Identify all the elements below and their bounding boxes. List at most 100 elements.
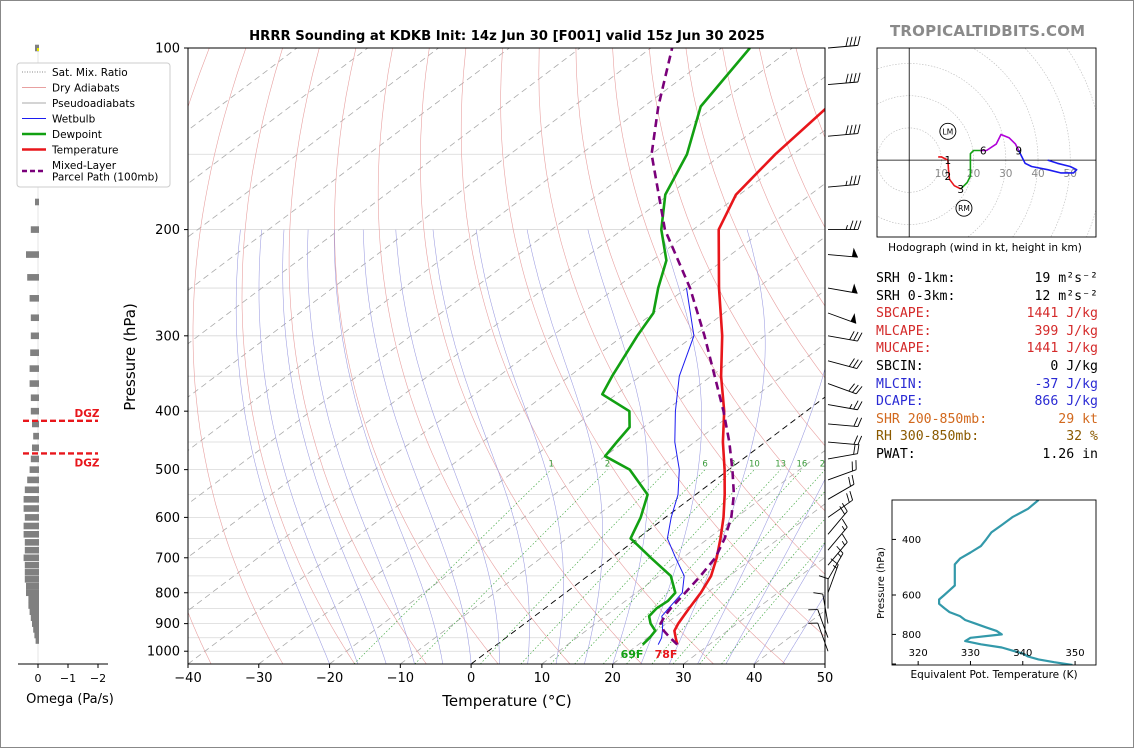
wind-barb	[827, 72, 861, 86]
omega-tick-label: −2	[90, 672, 106, 685]
hodograph-ring-label: 40	[1031, 168, 1044, 180]
barb-staff	[827, 564, 839, 593]
y-tick-label: 1000	[147, 645, 180, 660]
chart-title: HRRR Sounding at KDKB Init: 14z Jun 30 […	[249, 29, 765, 44]
pseudoadiabat	[526, 229, 603, 664]
theta-e-xlabel: Equivalent Pot. Temperature (K)	[910, 669, 1077, 681]
barb-full	[849, 331, 855, 340]
wind-barb	[827, 460, 857, 481]
dry-adiabat	[334, 48, 499, 664]
barb-staff	[822, 593, 829, 624]
wind-barb	[828, 220, 862, 231]
legend-label: Temperature	[51, 145, 119, 157]
index-value: 1441 J/kg	[1026, 306, 1098, 322]
index-label: MLCAPE:	[876, 323, 932, 339]
barb-staff	[827, 453, 858, 460]
mixing-ratio-line	[721, 541, 825, 664]
omega-tick-label: −1	[60, 672, 76, 685]
omega-bar	[29, 608, 39, 616]
index-row: DCAPE: 866 J/kg	[876, 393, 1106, 411]
mixing-ratio-label: 10	[749, 460, 760, 470]
wind-barb	[827, 490, 854, 518]
storm-motion-label: RM	[958, 204, 970, 213]
index-label: SHR 200-850mb:	[876, 411, 988, 427]
wind-barb	[827, 36, 861, 49]
barb-staff	[827, 526, 848, 551]
barb-full	[857, 332, 863, 342]
dgz-label: DGZ	[75, 408, 100, 420]
barb-staff	[827, 335, 858, 342]
mixing-ratio-line	[672, 490, 825, 664]
temperature-line	[673, 107, 825, 645]
omega-bar	[24, 561, 39, 569]
mixing-ratio-line	[414, 469, 608, 664]
wind-barb	[813, 592, 829, 624]
barb-staff	[827, 483, 855, 500]
omega-bar	[23, 496, 39, 503]
omega-panel: 0 −1 −2 DGZ DGZ	[18, 44, 108, 685]
barb-full	[830, 558, 839, 565]
hodograph-height-label: 6	[980, 146, 987, 158]
hodograph-segment	[980, 133, 1020, 152]
wind-barb	[827, 444, 860, 460]
omega-bar	[30, 332, 39, 340]
omega-bar	[24, 546, 39, 554]
omega-bar	[32, 620, 39, 627]
x-tick-label: 30	[675, 671, 692, 686]
wind-barb	[827, 518, 848, 551]
pseudoadiabat	[587, 229, 649, 664]
pseudoadiabat	[640, 229, 702, 664]
barb-full	[848, 383, 855, 392]
barb-staff	[827, 81, 858, 86]
barb-full	[839, 506, 846, 515]
omega-bar	[23, 505, 39, 512]
wind-barb	[827, 400, 863, 411]
theta-e-plot	[938, 500, 1073, 665]
index-row: MLCIN: -37 J/kg	[876, 376, 1106, 394]
theta-e-ytick-label: 400	[902, 535, 921, 546]
x-tick-label: 0	[467, 671, 475, 686]
isotherm	[188, 48, 368, 185]
x-tick-label: −10	[387, 671, 414, 686]
skewt-xlabel: Temperature (°C)	[441, 692, 571, 710]
mixing-ratio-line	[520, 469, 706, 664]
wind-barb	[827, 175, 861, 188]
omega-bar	[33, 432, 39, 440]
mixing-ratio-label: 20	[820, 460, 831, 470]
wind-barb	[827, 545, 844, 580]
barb-full	[853, 36, 857, 46]
isotherm	[541, 449, 825, 664]
dewpoint-line	[601, 48, 751, 646]
pseudoadiabat	[475, 229, 564, 664]
wind-barb	[827, 247, 858, 258]
theta-e-ylabel: Pressure (hPa)	[876, 547, 887, 619]
wind-barb	[827, 474, 855, 500]
barb-full	[853, 331, 859, 341]
barb-half	[841, 540, 846, 546]
pseudoadiabat	[753, 542, 825, 664]
legend-label: Dewpoint	[52, 129, 102, 141]
barb-staff	[827, 183, 858, 188]
wind-barb	[827, 124, 861, 137]
omega-bar	[30, 614, 39, 622]
barb-full	[849, 175, 853, 186]
indices-panel: SRH 0-1km: 19 m²s⁻² SRH 0-3km: 12 m²s⁻² SBCA…	[876, 270, 1106, 464]
omega-bar	[32, 444, 39, 452]
dry-adiabat	[685, 48, 825, 379]
barb-full	[818, 575, 829, 580]
barb-full	[853, 435, 859, 445]
y-tick-label: 600	[155, 511, 180, 526]
index-row: SRH 0-3km: 12 m²s⁻²	[876, 288, 1106, 306]
index-row: MLCAPE: 399 J/kg	[876, 323, 1106, 341]
barb-full	[857, 435, 863, 445]
dry-adiabat	[460, 48, 714, 664]
barb-full	[851, 474, 855, 485]
barb-flag	[851, 247, 858, 258]
y-tick-label: 500	[155, 463, 180, 478]
omega-bar	[24, 514, 39, 521]
barb-full	[857, 220, 862, 230]
brand-watermark: TROPICALTIDBITS.COM	[890, 22, 1086, 40]
legend-label: Wetbulb	[52, 114, 96, 126]
